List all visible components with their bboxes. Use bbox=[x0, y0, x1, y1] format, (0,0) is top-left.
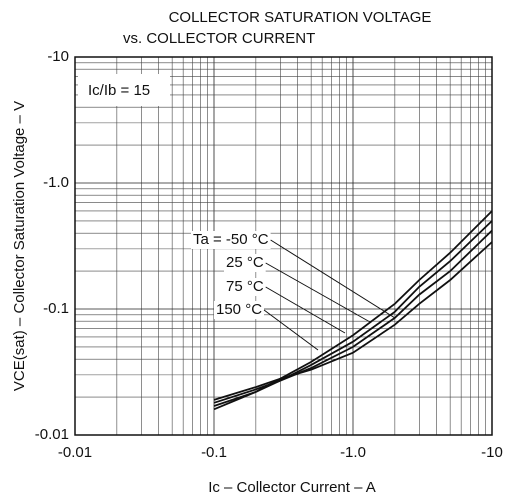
y-tick-label: -10 bbox=[47, 48, 69, 65]
x-tick-label: -0.1 bbox=[201, 444, 227, 461]
curve bbox=[213, 220, 493, 407]
x-tick-label: -1.0 bbox=[340, 444, 366, 461]
annotation-box bbox=[78, 74, 170, 106]
x-tick-label: -0.01 bbox=[58, 444, 92, 461]
curve-label: 75 °C bbox=[226, 278, 264, 295]
curve-label-bg bbox=[224, 254, 266, 272]
y-axis-label: VCE(sat) – Collector Saturation Voltage … bbox=[11, 101, 28, 391]
curve bbox=[213, 241, 493, 401]
curve-label-arrow bbox=[265, 262, 371, 323]
x-axis-label: Ic – Collector Current – A bbox=[208, 479, 376, 496]
curve-label-arrow bbox=[263, 309, 319, 351]
y-tick-label: -1.0 bbox=[43, 174, 69, 191]
curve-label-bg bbox=[224, 278, 266, 296]
curve-label: Ta = -50 °C bbox=[193, 231, 269, 248]
chart-title: COLLECTOR SATURATION VOLTAGE bbox=[169, 9, 432, 26]
curve-label-bg bbox=[191, 231, 271, 249]
curve bbox=[213, 229, 493, 404]
x-tick-label: -10 bbox=[481, 444, 503, 461]
y-tick-label: -0.01 bbox=[35, 426, 69, 443]
curve-label-bg bbox=[214, 301, 265, 319]
curve-label: 25 °C bbox=[226, 254, 264, 271]
chart-subtitle: vs. COLLECTOR CURRENT bbox=[123, 30, 315, 47]
curve-label-arrow bbox=[270, 239, 396, 319]
curve-label-arrow bbox=[265, 286, 346, 334]
curve-label: 150 °C bbox=[216, 301, 262, 318]
y-tick-label: -0.1 bbox=[43, 300, 69, 317]
annotation: Ic/Ib = 15 bbox=[88, 82, 150, 99]
plot-frame bbox=[74, 56, 493, 436]
